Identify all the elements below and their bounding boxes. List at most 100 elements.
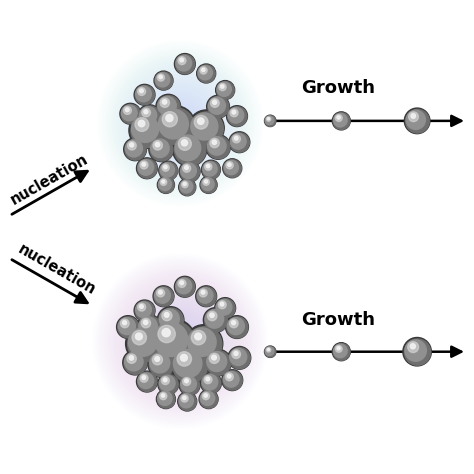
Circle shape: [201, 291, 205, 294]
Circle shape: [175, 277, 195, 297]
Circle shape: [335, 346, 342, 352]
Circle shape: [153, 321, 195, 363]
Circle shape: [142, 376, 146, 380]
Circle shape: [148, 351, 174, 377]
Circle shape: [181, 395, 188, 402]
Circle shape: [163, 378, 167, 382]
Circle shape: [212, 140, 217, 145]
Circle shape: [184, 166, 188, 170]
Circle shape: [159, 374, 178, 394]
Circle shape: [205, 310, 224, 328]
Circle shape: [139, 317, 157, 335]
Circle shape: [201, 391, 215, 405]
Circle shape: [160, 162, 177, 180]
Circle shape: [201, 68, 205, 72]
Circle shape: [228, 108, 244, 123]
Circle shape: [162, 328, 170, 337]
Circle shape: [180, 162, 200, 182]
Circle shape: [140, 161, 148, 169]
Circle shape: [123, 350, 147, 375]
Circle shape: [161, 377, 169, 384]
Circle shape: [182, 181, 188, 188]
Circle shape: [201, 177, 217, 193]
Circle shape: [216, 299, 235, 318]
Circle shape: [174, 54, 195, 74]
Circle shape: [159, 309, 179, 329]
Circle shape: [138, 373, 154, 389]
Circle shape: [125, 108, 129, 112]
Circle shape: [187, 327, 222, 362]
Circle shape: [184, 379, 188, 383]
Circle shape: [216, 81, 235, 100]
Circle shape: [198, 65, 212, 80]
Circle shape: [232, 350, 240, 358]
Circle shape: [223, 372, 239, 387]
Circle shape: [212, 100, 217, 104]
Circle shape: [173, 349, 202, 378]
Circle shape: [155, 356, 160, 361]
Circle shape: [228, 346, 251, 369]
Circle shape: [138, 160, 154, 175]
Circle shape: [224, 160, 238, 174]
Circle shape: [160, 392, 167, 400]
Circle shape: [142, 163, 146, 166]
Circle shape: [128, 327, 163, 362]
Circle shape: [155, 106, 195, 146]
Circle shape: [264, 346, 276, 357]
Circle shape: [158, 374, 179, 394]
Circle shape: [178, 57, 186, 64]
Circle shape: [140, 374, 148, 382]
Circle shape: [191, 330, 206, 345]
Circle shape: [228, 107, 247, 126]
Circle shape: [139, 305, 143, 309]
Circle shape: [126, 325, 164, 363]
Circle shape: [158, 291, 162, 294]
Circle shape: [206, 164, 210, 168]
Circle shape: [204, 180, 208, 183]
Circle shape: [227, 374, 231, 378]
Circle shape: [230, 109, 238, 117]
Circle shape: [205, 349, 231, 376]
Circle shape: [122, 321, 127, 325]
Circle shape: [151, 139, 169, 157]
Circle shape: [181, 376, 196, 392]
Circle shape: [222, 370, 243, 391]
Circle shape: [125, 352, 143, 371]
Circle shape: [157, 96, 180, 118]
Circle shape: [334, 344, 347, 358]
Circle shape: [160, 98, 170, 108]
Circle shape: [212, 355, 217, 360]
Circle shape: [118, 317, 139, 338]
Circle shape: [267, 348, 270, 351]
Circle shape: [409, 112, 419, 122]
Circle shape: [178, 392, 197, 411]
Circle shape: [188, 110, 224, 146]
Circle shape: [206, 135, 230, 159]
Circle shape: [265, 116, 274, 125]
Circle shape: [200, 67, 207, 74]
Circle shape: [156, 289, 164, 297]
Circle shape: [207, 352, 227, 372]
Circle shape: [234, 352, 238, 356]
Text: Growth: Growth: [301, 311, 375, 329]
Circle shape: [173, 348, 208, 383]
Circle shape: [134, 300, 155, 321]
Circle shape: [225, 373, 233, 381]
Circle shape: [132, 330, 146, 345]
Circle shape: [117, 316, 139, 338]
Circle shape: [210, 353, 219, 364]
Circle shape: [125, 139, 146, 160]
Circle shape: [410, 344, 415, 349]
Circle shape: [182, 140, 188, 146]
Circle shape: [135, 85, 155, 105]
Circle shape: [226, 162, 233, 169]
Circle shape: [200, 391, 218, 408]
Circle shape: [197, 64, 216, 83]
Circle shape: [177, 352, 191, 366]
Circle shape: [179, 179, 196, 196]
Text: nucleation: nucleation: [8, 152, 91, 208]
Circle shape: [159, 161, 178, 180]
Circle shape: [198, 118, 204, 124]
Circle shape: [176, 278, 191, 294]
Circle shape: [135, 118, 149, 131]
